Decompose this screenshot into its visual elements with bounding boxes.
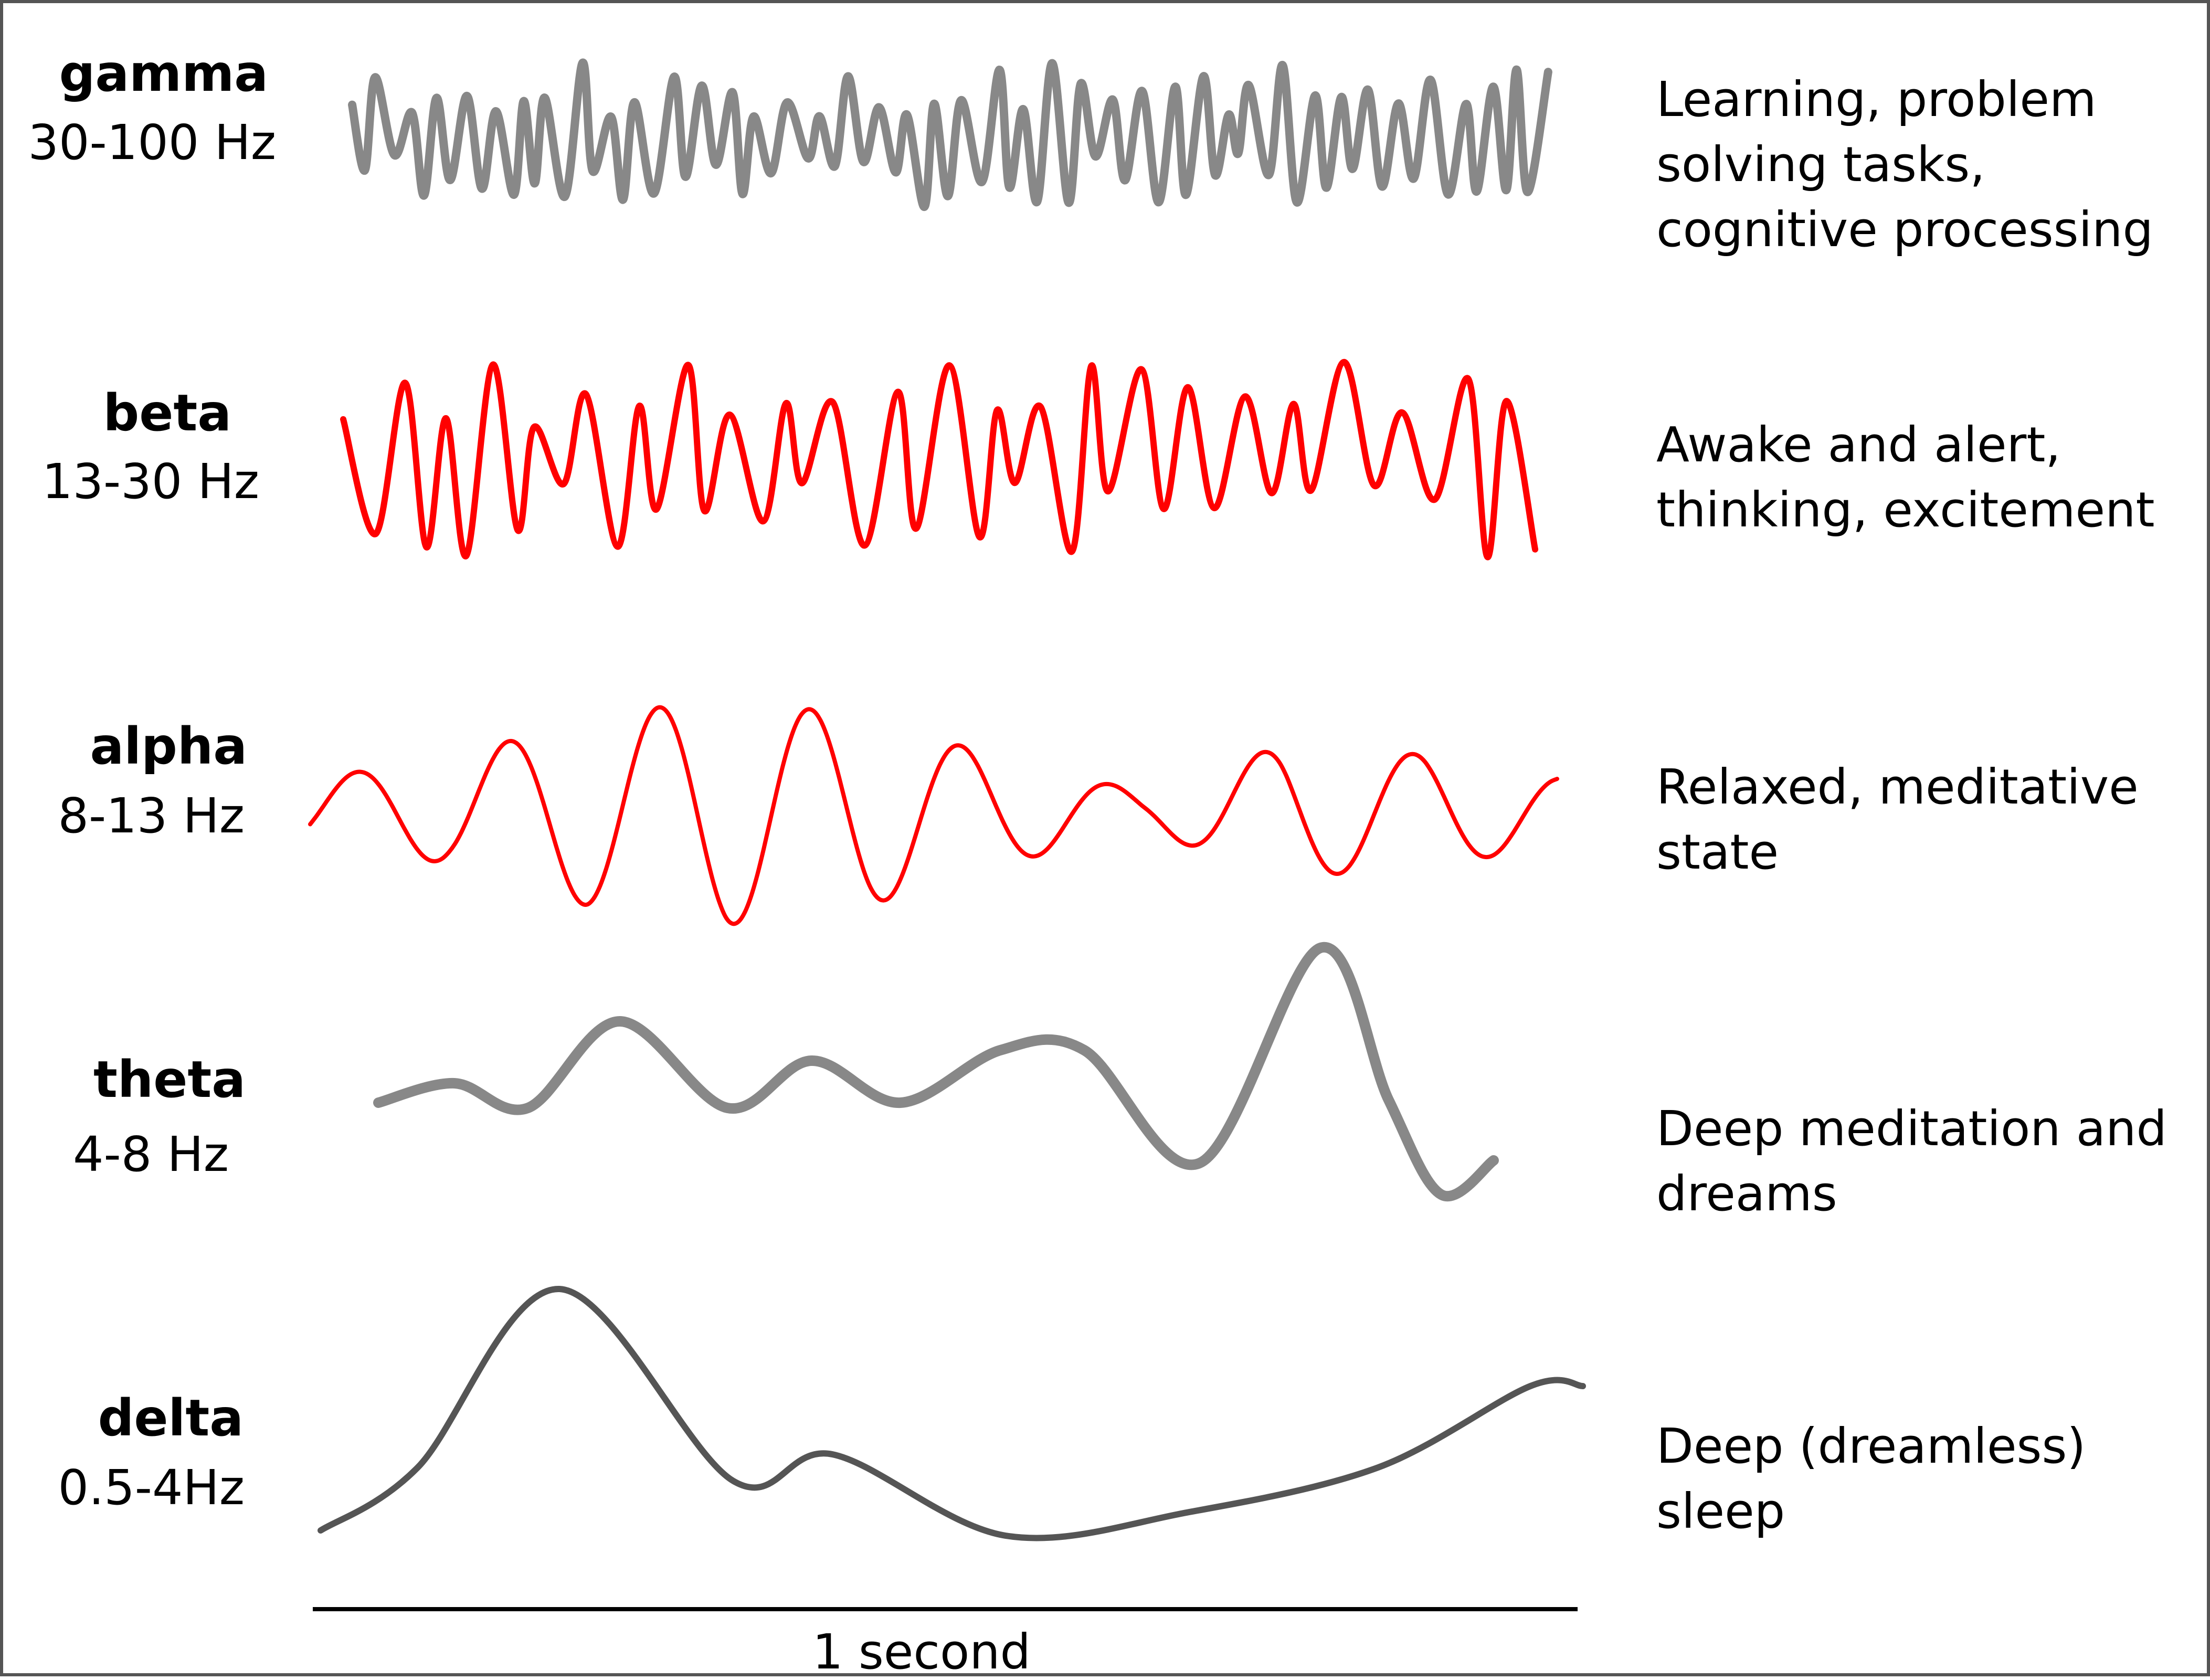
wave-gamma xyxy=(348,58,1552,212)
band-desc-line: sleep xyxy=(1656,1483,1785,1539)
band-desc-gamma: Learning, problem solving tasks, cogniti… xyxy=(1656,67,2207,262)
band-desc-line: solving tasks, xyxy=(1656,136,1985,193)
band-desc-line: Deep meditation and xyxy=(1656,1101,2167,1157)
band-freq-gamma: 30-100 Hz xyxy=(28,114,276,171)
band-desc-beta: Awake and alert, thinking, excitement xyxy=(1656,413,2207,543)
band-desc-line: Learning, problem xyxy=(1656,71,2097,128)
band-desc-line: dreams xyxy=(1656,1166,1837,1222)
band-desc-theta: Deep meditation and dreams xyxy=(1656,1096,2207,1227)
band-desc-delta: Deep (dreamless) sleep xyxy=(1656,1414,2207,1544)
band-name-delta: delta xyxy=(98,1389,244,1447)
wave-beta xyxy=(340,358,1539,561)
wave-theta xyxy=(373,942,1499,1201)
band-freq-beta: 13-30 Hz xyxy=(41,453,259,510)
band-name-alpha: alpha xyxy=(90,717,247,776)
band-freq-alpha: 8-13 Hz xyxy=(58,788,245,844)
band-name-beta: beta xyxy=(103,384,232,442)
band-desc-line: cognitive processing xyxy=(1656,202,2153,258)
band-desc-line: state xyxy=(1656,824,1779,880)
wave-alpha xyxy=(308,705,1559,926)
band-desc-alpha: Relaxed, meditative state xyxy=(1656,755,2207,885)
band-desc-line: thinking, excitement xyxy=(1656,482,2155,538)
band-freq-theta: 4-8 Hz xyxy=(73,1126,229,1182)
band-desc-line: Relaxed, meditative xyxy=(1656,759,2139,815)
band-name-gamma: gamma xyxy=(59,44,268,103)
band-desc-line: Deep (dreamless) xyxy=(1656,1418,2086,1474)
time-scale-label: 1 second xyxy=(812,1624,1031,1680)
band-name-theta: theta xyxy=(93,1050,246,1109)
band-desc-line: Awake and alert, xyxy=(1656,417,2061,473)
wave-delta xyxy=(318,1285,1586,1541)
band-freq-delta: 0.5-4Hz xyxy=(58,1460,245,1516)
waveform-canvas xyxy=(308,58,1586,1611)
